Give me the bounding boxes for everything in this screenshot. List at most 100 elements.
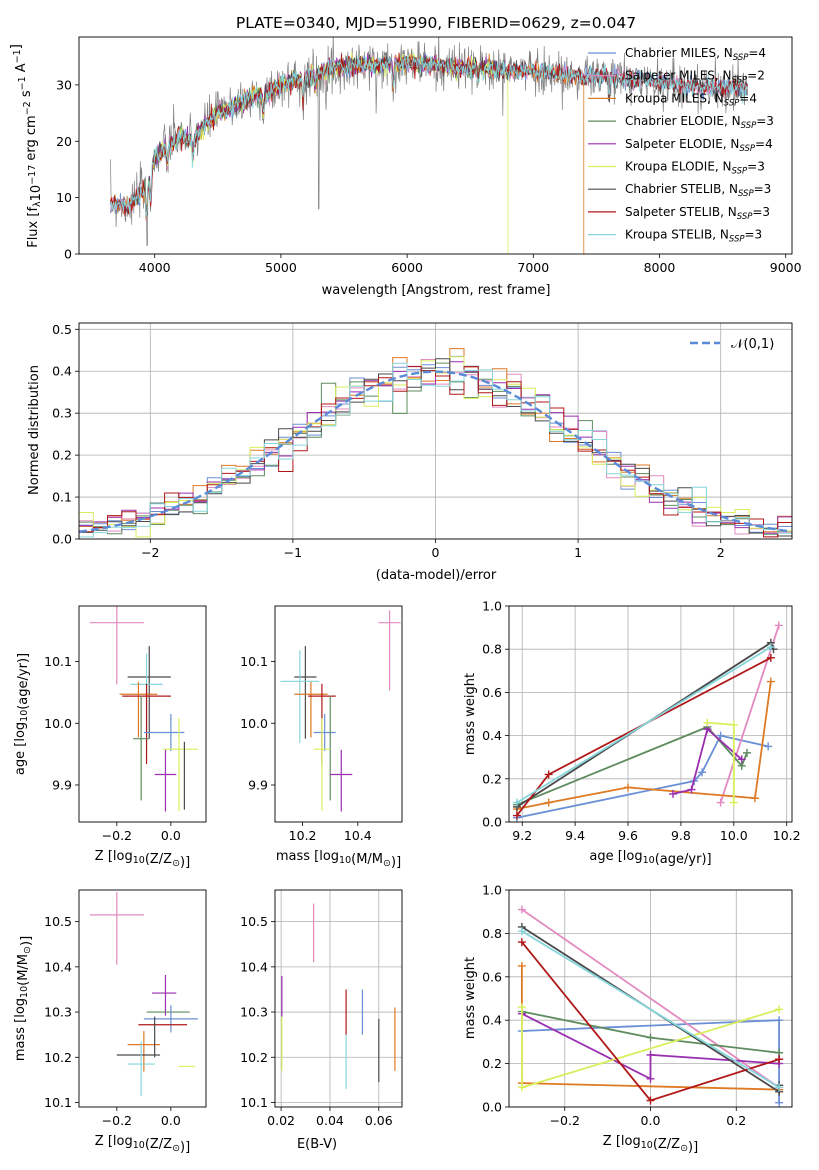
y-tick-label: 10.1: [44, 654, 72, 669]
x-axis-label: Z [log10(Z/Z⊙)]: [95, 849, 190, 870]
legend-entry: Kroupa STELIB, NSSP=3: [625, 228, 762, 245]
weight-marker: [774, 621, 783, 630]
x-tick-label: 0.0: [641, 1113, 661, 1128]
x-tick-label: −1: [284, 545, 302, 560]
y-tick-label: 10.4: [240, 959, 268, 974]
y-tick-label: 10.5: [240, 914, 268, 929]
legend-entry: Salpeter ELODIE, NSSP=4: [625, 137, 773, 154]
residuals-panel: −2 −1 0 1 2 0.0 0.1 0.2 0.3 0.4 0.5: [52, 322, 793, 560]
y-tick-label: 10.3: [240, 1005, 268, 1020]
weight-marker: [775, 1005, 784, 1014]
spectrum-panel: 4000 5000 6000 7000 8000 9000 0 10 20 30 Flux [fλ1…: [9, 36, 802, 275]
weight-marker: [517, 927, 526, 936]
x-tick-label: 9000: [770, 260, 802, 275]
x-tick-label: 9.8: [671, 828, 691, 843]
legend-entry: Kroupa ELODIE, NSSP=3: [625, 160, 765, 177]
y-tick-label: 0.4: [482, 728, 502, 743]
weight-line: [516, 646, 772, 804]
x-tick-label: 0.0: [161, 828, 181, 843]
y-tick-label: 0.8: [482, 926, 502, 941]
x-tick-label: −2: [141, 545, 159, 560]
y-axis-label: age [log10(age/yr)]: [13, 653, 31, 775]
y-tick-label: 0.2: [482, 771, 502, 786]
axes-frame: [78, 36, 793, 255]
y-tick-label: 10: [56, 190, 72, 205]
x-tick-label: 9.2: [512, 828, 532, 843]
x-axis-label: mass [log10(M/M⊙)]: [276, 849, 401, 870]
x-tick-label: 0.2: [726, 1113, 746, 1128]
weight-marker: [687, 785, 696, 794]
weight-marker: [544, 770, 553, 779]
x-tick-label: 5000: [265, 260, 297, 275]
y-tick-label: 10.0: [240, 716, 268, 731]
y-tick-label: 0: [64, 247, 72, 262]
ebv-xlabel: E(B-V): [297, 1137, 337, 1152]
weight-marker: [698, 768, 707, 777]
y-tick-label: 9.9: [52, 777, 72, 792]
weight-marker: [512, 798, 521, 807]
weight-marker: [624, 783, 633, 792]
y-tick-label: 10.1: [240, 1095, 268, 1110]
y-tick-label: 10.0: [44, 716, 72, 731]
y-tick-label: 0.8: [482, 642, 502, 657]
age-vs-mass-panel: 10.2 10.4 9.9 10.0 10.1 mass [log10(M/M⊙)]: [240, 605, 403, 870]
x-axis-label: age [log10(age/yr)]: [589, 849, 711, 867]
y-tick-label: 1.0: [482, 883, 502, 898]
weight-marker: [517, 1083, 526, 1092]
observed-spectrum-line: [110, 37, 748, 246]
axes-frame: [508, 605, 793, 823]
weight-vs-age-ylabel: mass weight: [463, 673, 478, 755]
weight-marker: [775, 1098, 784, 1107]
x-tick-label: 0.0: [161, 1113, 181, 1128]
x-tick-label: 2: [717, 545, 725, 560]
y-tick-label: 10.4: [44, 959, 72, 974]
weight-marker: [729, 720, 738, 729]
figure-title: PLATE=0340, MJD=51990, FIBERID=0629, z=0…: [236, 14, 636, 32]
y-tick-label: 10.2: [44, 1050, 72, 1065]
y-tick-label: 0.0: [482, 1100, 502, 1115]
legend-entry: Chabrier MILES, NSSP=4: [625, 46, 766, 63]
y-tick-label: 0.0: [52, 532, 72, 547]
legend-entry: Salpeter STELIB, NSSP=3: [625, 205, 770, 222]
weight-marker: [716, 731, 725, 740]
weight-marker: [646, 1096, 655, 1105]
age-vs-metallicity-panel: −0.2 0.0 9.9 10.0 10.1 Z [log10(Z/Z⊙)] age [lo…: [13, 605, 207, 870]
weight-line: [521, 908, 780, 1089]
weight-vs-metallicity-panel: −0.2 0.0 0.2 0.0 0.2 0.4 0.6 0.8 1.0 Z [log10(Z/Z…: [482, 883, 793, 1155]
weight-marker: [729, 798, 738, 807]
weight-line: [672, 727, 743, 795]
spectrum-xlabel: wavelength [Angstrom, rest frame]: [322, 283, 551, 298]
weight-marker: [766, 643, 775, 652]
legend-entry: Salpeter MILES, NSSP=2: [625, 69, 765, 86]
weight-marker: [512, 811, 521, 820]
weight-marker: [703, 718, 712, 727]
x-axis-label: Z [log10(Z/Z⊙)]: [603, 1134, 698, 1155]
x-tick-label: 10.2: [289, 828, 317, 843]
weight-marker: [544, 798, 553, 807]
y-tick-label: 0.5: [52, 322, 72, 337]
weight-marker: [668, 789, 677, 798]
weight-marker: [517, 938, 526, 947]
axes-frame: [78, 322, 793, 540]
axes-frame: [274, 889, 403, 1108]
weight-marker: [737, 755, 746, 764]
weight-marker: [646, 1033, 655, 1042]
y-tick-label: 0.6: [482, 969, 502, 984]
mass-vs-metallicity-panel: −0.2 0.0 10.1 10.2 10.3 10.4 10.5 Z [log10(Z/Z⊙…: [13, 889, 207, 1155]
x-tick-label: 4000: [139, 260, 171, 275]
residual-histogram: [79, 362, 792, 539]
x-tick-label: 1: [574, 545, 582, 560]
y-tick-label: 10.3: [44, 1005, 72, 1020]
legend-entry: Chabrier STELIB, NSSP=3: [625, 182, 771, 199]
weight-marker: [766, 653, 775, 662]
y-tick-label: 1.0: [482, 599, 502, 614]
x-tick-label: 9.4: [565, 828, 585, 843]
y-tick-label: 0.4: [482, 1013, 502, 1028]
y-tick-label: 10.2: [240, 1050, 268, 1065]
weight-marker: [743, 748, 752, 757]
legend-entry: Kroupa MILES, NSSP=4: [625, 91, 757, 108]
weight-vs-metallicity-ylabel: mass weight: [463, 957, 478, 1039]
x-tick-label: 10.2: [773, 828, 801, 843]
mass-vs-extinction-panel: 0.02 0.04 0.06 10.1 10.2 10.3 10.4 10.5: [240, 889, 403, 1128]
y-tick-label: 20: [56, 134, 72, 149]
